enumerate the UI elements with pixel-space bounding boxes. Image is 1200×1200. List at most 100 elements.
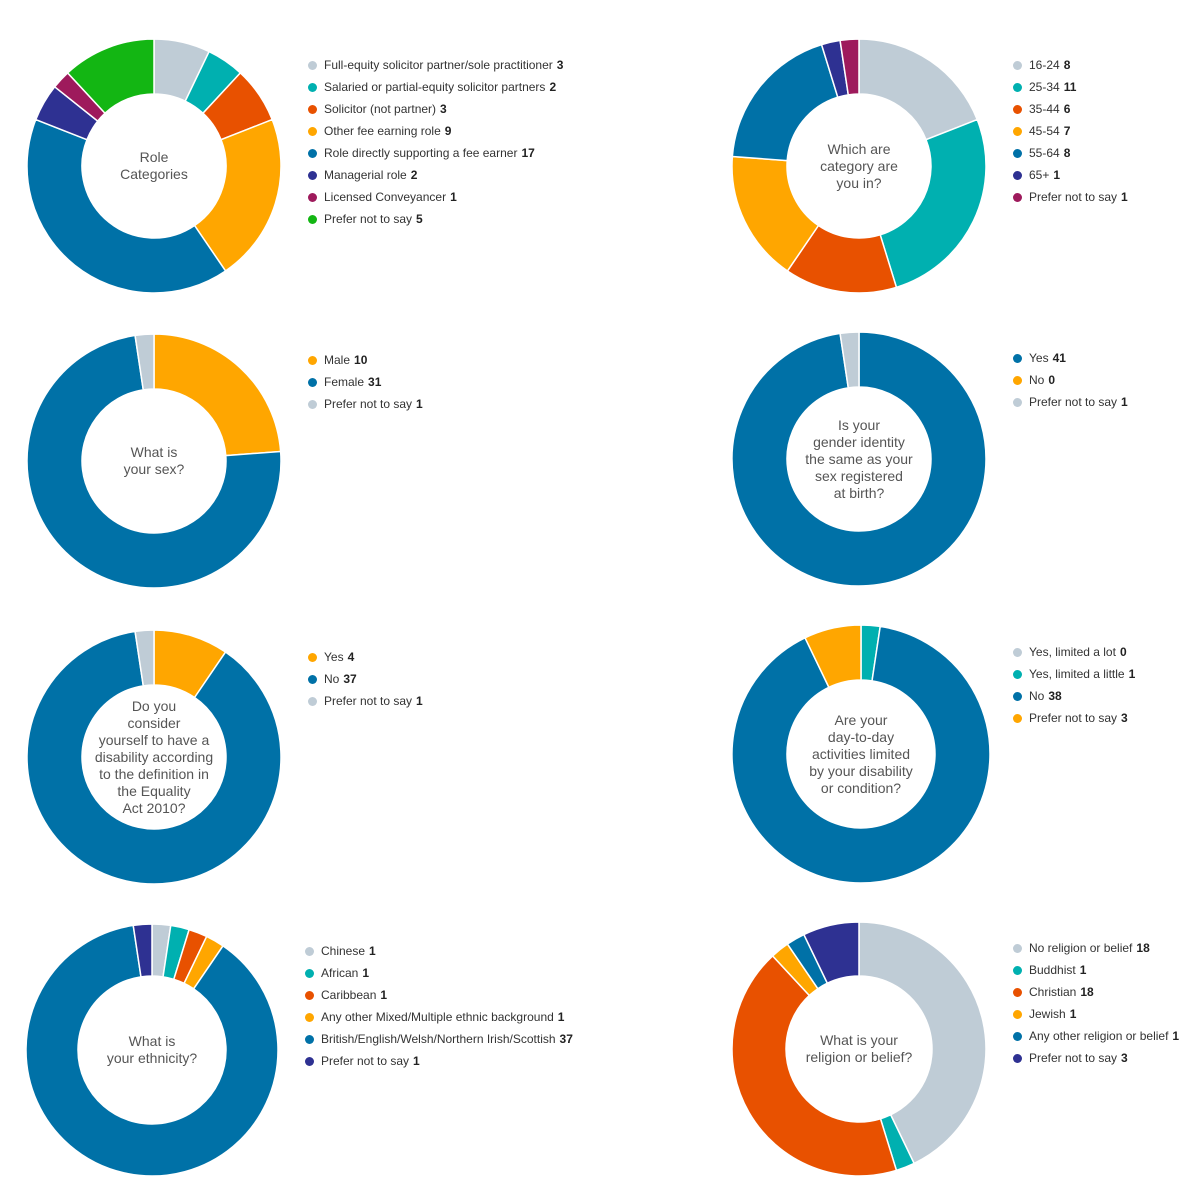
legend-label: Prefer not to say (324, 212, 413, 226)
slice-no[interactable] (731, 625, 991, 884)
legend-item-other-fee-earning-role[interactable]: Other fee earning role 9 (308, 120, 563, 142)
legend-label: Licensed Conveyancer (324, 190, 447, 204)
legend-item-any-other-mixed-multiple-ethnic-background[interactable]: Any other Mixed/Multiple ethnic backgrou… (305, 1006, 573, 1028)
title-line: sex registered (815, 467, 903, 484)
title-line: Categories (120, 166, 188, 182)
legend-item-male[interactable]: Male 10 (308, 349, 423, 371)
slice-prefer-not-to-say[interactable] (839, 38, 860, 96)
chart-center-title: What is your religion or belief? (789, 976, 929, 1122)
legend-item-jewish[interactable]: Jewish 1 (1013, 1003, 1179, 1025)
legend-value: 0 (1048, 373, 1056, 387)
legend-item-african[interactable]: African 1 (305, 962, 573, 984)
legend-item-45-54[interactable]: 45-54 7 (1013, 120, 1128, 142)
legend-item-no[interactable]: No 37 (308, 668, 423, 690)
chart-legend: Chinese 1 African 1 Caribbean 1 Any other Mixe… (305, 940, 573, 1072)
legend-item-no[interactable]: No 0 (1013, 369, 1128, 391)
legend-item-any-other-religion-or-belief[interactable]: Any other religion or belief 1 (1013, 1025, 1179, 1047)
legend-label: Solicitor (not partner) (324, 102, 437, 116)
legend-item-no-religion-or-belief[interactable]: No religion or belief 18 (1013, 937, 1179, 959)
legend-value: 1 (557, 1010, 565, 1024)
legend-value: 6 (1063, 102, 1071, 116)
title-line: at birth? (833, 484, 885, 501)
legend-item-16-24[interactable]: 16-24 8 (1013, 54, 1128, 76)
slice-prefer-not-to-say[interactable] (134, 629, 155, 687)
legend-label: 65+ (1029, 168, 1050, 182)
slice-british-english-welsh-northern-irish-scottish[interactable] (25, 924, 279, 1177)
legend-value: 1 (362, 966, 370, 980)
legend-swatch (1013, 1009, 1022, 1019)
legend-label: No (1029, 373, 1045, 387)
legend-item-25-34[interactable]: 25-34 11 (1013, 76, 1128, 98)
title-line: by your disability (809, 762, 913, 779)
title-line: your ethnicity? (106, 1050, 198, 1066)
legend-item-35-44[interactable]: 35-44 6 (1013, 98, 1128, 120)
slice-male[interactable] (153, 333, 282, 457)
legend-item-christian[interactable]: Christian 18 (1013, 981, 1179, 1003)
title-line: or condition? (820, 779, 902, 796)
legend-item-prefer-not-to-say[interactable]: Prefer not to say 1 (305, 1050, 573, 1072)
legend-item-buddhist[interactable]: Buddhist 1 (1013, 959, 1179, 981)
legend-item-salaried-or-partial-equity-solicitor-partners[interactable]: Salaried or partial-equity solicitor par… (308, 76, 563, 98)
slice-prefer-not-to-say[interactable] (804, 624, 862, 689)
legend-item-no[interactable]: No 38 (1013, 685, 1135, 707)
legend-item-prefer-not-to-say[interactable]: Prefer not to say 3 (1013, 707, 1135, 729)
title-line: Role (139, 149, 169, 165)
chart-legend: Yes 41 No 0 Prefer not to say 1 (1013, 347, 1128, 413)
legend-item-prefer-not-to-say[interactable]: Prefer not to say 1 (1013, 186, 1128, 208)
slice-yes[interactable] (731, 331, 987, 587)
legend-value: 0 (1119, 645, 1127, 659)
legend-item-role-directly-supporting-a-fee-earner[interactable]: Role directly supporting a fee earner 17 (308, 142, 563, 164)
legend-item-full-equity-solicitor-partner-sole-practitioner[interactable]: Full-equity solicitor partner/sole pract… (308, 54, 563, 76)
legend-item-prefer-not-to-say[interactable]: Prefer not to say 1 (308, 690, 423, 712)
slice-25-34[interactable] (879, 118, 987, 289)
legend-swatch (305, 1012, 314, 1022)
title-line: What is (128, 1033, 176, 1049)
slice-other-fee-earning-role[interactable] (193, 118, 282, 272)
legend-item-55-64[interactable]: 55-64 8 (1013, 142, 1128, 164)
slice-prefer-not-to-say[interactable] (839, 331, 860, 389)
legend-item-prefer-not-to-say[interactable]: Prefer not to say 1 (1013, 391, 1128, 413)
slice-prefer-not-to-say[interactable] (802, 921, 860, 985)
legend-item-managerial-role[interactable]: Managerial role 2 (308, 164, 563, 186)
slice-no[interactable] (26, 630, 282, 885)
legend-value: 1 (413, 1054, 420, 1068)
legend-item-prefer-not-to-say[interactable]: Prefer not to say 1 (308, 393, 423, 415)
legend-item-caribbean[interactable]: Caribbean 1 (305, 984, 573, 1006)
legend-value: 1 (1121, 190, 1128, 204)
slice-christian[interactable] (731, 954, 898, 1177)
title-line: What is (130, 444, 178, 460)
legend-item-yes-limited-a-little[interactable]: Yes, limited a little 1 (1013, 663, 1135, 685)
legend-item-yes[interactable]: Yes 41 (1013, 347, 1128, 369)
legend-value: 18 (1080, 985, 1094, 999)
legend-item-prefer-not-to-say[interactable]: Prefer not to say 5 (308, 208, 563, 230)
legend-item-yes-limited-a-lot[interactable]: Yes, limited a lot 0 (1013, 641, 1135, 663)
legend-item-solicitor-not-partner[interactable]: Solicitor (not partner) 3 (308, 98, 563, 120)
legend-item-prefer-not-to-say[interactable]: Prefer not to say 3 (1013, 1047, 1179, 1069)
legend-label: Salaried or partial-equity solicitor par… (324, 80, 546, 94)
legend-value: 37 (559, 1032, 573, 1046)
legend-item-chinese[interactable]: Chinese 1 (305, 940, 573, 962)
legend-swatch (1013, 60, 1022, 70)
legend-item-yes[interactable]: Yes 4 (308, 646, 423, 668)
legend-label: Yes, limited a little (1029, 667, 1125, 681)
slice-prefer-not-to-say[interactable] (66, 38, 155, 115)
legend-swatch (308, 674, 317, 684)
legend-swatch (1013, 375, 1022, 385)
legend-item-female[interactable]: Female 31 (308, 371, 423, 393)
slice-female[interactable] (26, 334, 282, 589)
legend-swatch (308, 104, 317, 114)
title-line: Are your (834, 711, 888, 728)
title-line: activities limited (811, 745, 911, 762)
legend-item-british-english-welsh-northern-irish-scottish[interactable]: British/English/Welsh/Northern Irish/Sco… (305, 1028, 573, 1050)
slice-prefer-not-to-say[interactable] (132, 923, 153, 978)
slice-role-directly-supporting-a-fee-earner[interactable] (26, 118, 227, 294)
legend-item-licensed-conveyancer[interactable]: Licensed Conveyancer 1 (308, 186, 563, 208)
legend-swatch (1013, 943, 1022, 953)
slice-prefer-not-to-say[interactable] (134, 333, 155, 391)
legend-item-65[interactable]: 65+ 1 (1013, 164, 1128, 186)
slice-no-religion-or-belief[interactable] (858, 921, 987, 1165)
legend-value: 37 (343, 672, 357, 686)
